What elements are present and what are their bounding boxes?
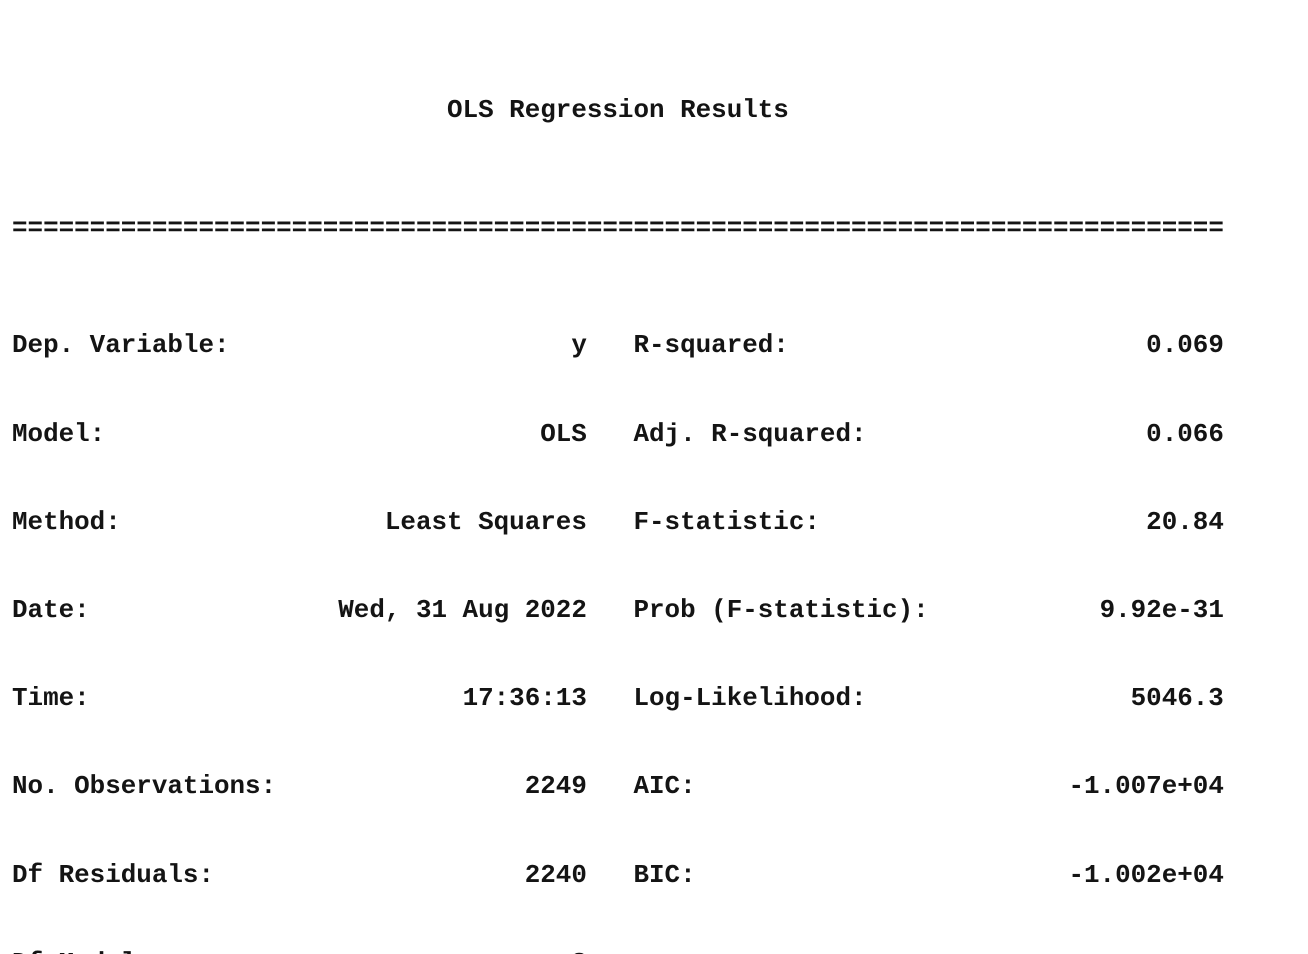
info-row: No. Observations: 2249 AIC: -1.007e+04: [12, 771, 1308, 802]
info-label: Prob (F-statistic):: [633, 595, 929, 626]
info-label: Time:: [12, 683, 90, 714]
report-title: OLS Regression Results: [447, 95, 789, 126]
info-label: R-squared:: [633, 330, 789, 361]
info-value: Wed, 31 Aug 2022: [338, 595, 587, 626]
info-label: Df Model:: [12, 948, 152, 954]
info-label: Dep. Variable:: [12, 330, 230, 361]
info-value: 2240: [524, 859, 587, 890]
info-value: 20.84: [1146, 506, 1224, 537]
separator-top: ========================================…: [12, 212, 1224, 243]
info-value: 0.069: [1146, 330, 1224, 361]
info-label: No. Observations:: [12, 771, 277, 802]
info-value: 17:36:13: [462, 683, 587, 714]
info-value: -1.002e+04: [1068, 859, 1224, 890]
info-label: Adj. R-squared:: [633, 418, 867, 449]
info-row: Dep. Variable: y R-squared: 0.069: [12, 330, 1308, 361]
info-row: Time: 17:36:13 Log-Likelihood: 5046.3: [12, 683, 1308, 714]
column-gap: [587, 331, 634, 360]
info-value: Least Squares: [384, 506, 587, 537]
info-row: Df Residuals: 2240 BIC: -1.002e+04: [12, 859, 1308, 890]
info-value: y: [571, 330, 587, 361]
info-label: Method:: [12, 506, 121, 537]
info-row: Method: Least Squares F-statistic: 20.84: [12, 506, 1308, 537]
info-label: BIC:: [633, 859, 696, 890]
info-row: Model: OLS Adj. R-squared: 0.066: [12, 418, 1308, 449]
column-gap: [587, 596, 634, 625]
info-label: Date:: [12, 595, 90, 626]
info-label: AIC:: [633, 771, 696, 802]
info-row: Date: Wed, 31 Aug 2022 Prob (F-statistic):…: [12, 595, 1308, 626]
column-gap: [587, 420, 634, 449]
column-gap: [587, 508, 634, 537]
column-gap: [587, 772, 634, 801]
column-gap: [587, 684, 634, 713]
info-row: Df Model: 8: [12, 948, 1308, 954]
info-value: 5046.3: [1130, 683, 1224, 714]
info-label: Model:: [12, 418, 106, 449]
info-label: F-statistic:: [633, 506, 820, 537]
info-label: Df Residuals:: [12, 859, 214, 890]
info-label: Log-Likelihood:: [633, 683, 867, 714]
column-gap: [587, 861, 634, 890]
info-value: OLS: [540, 418, 587, 449]
info-value: 8: [571, 948, 587, 954]
info-value: 2249: [524, 771, 587, 802]
info-value: 0.066: [1146, 418, 1224, 449]
info-value: -1.007e+04: [1068, 771, 1224, 802]
info-value: 9.92e-31: [1099, 595, 1224, 626]
